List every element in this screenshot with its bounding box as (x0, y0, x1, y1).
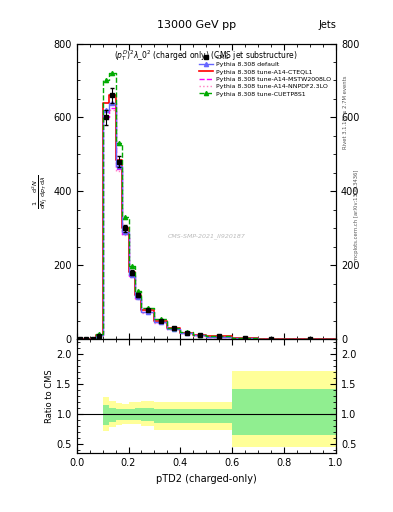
Legend: CMS, Pythia 8.308 default, Pythia 8.308 tune-A14-CTEQL1, Pythia 8.308 tune-A14-M: CMS, Pythia 8.308 default, Pythia 8.308 … (197, 53, 333, 99)
Bar (122, 410, 129, 420)
Bar (284, 371, 336, 447)
Text: CMS-SMP-2021_II920187: CMS-SMP-2021_II920187 (167, 233, 245, 239)
Bar (167, 410, 180, 423)
Bar (103, 405, 109, 425)
Bar (206, 410, 232, 423)
Text: Rivet 3.1.10, ≥ 2.7M events: Rivet 3.1.10, ≥ 2.7M events (343, 76, 348, 150)
Y-axis label: Ratio to CMS: Ratio to CMS (45, 370, 53, 423)
Bar (129, 410, 135, 420)
Bar (193, 402, 206, 431)
Bar (116, 403, 122, 425)
Bar (109, 401, 116, 428)
Bar (122, 404, 129, 424)
Bar (258, 389, 284, 435)
Bar (154, 410, 167, 423)
Bar (180, 402, 193, 431)
Bar (258, 371, 284, 447)
Text: Jets: Jets (318, 20, 336, 31)
Text: $(p_T^D)^2\lambda\_0^2$ (charged only) (CMS jet substructure): $(p_T^D)^2\lambda\_0^2$ (charged only) (… (114, 48, 298, 63)
Y-axis label: $\frac{1}{\mathrm{d}N_J}\,\frac{\mathrm{d}^2N}{\mathrm{d}p_T\,\mathrm{d}\lambda}: $\frac{1}{\mathrm{d}N_J}\,\frac{\mathrm{… (31, 174, 50, 208)
Bar (135, 408, 141, 420)
Bar (232, 389, 258, 435)
Bar (180, 410, 193, 423)
Text: 13000 GeV pp: 13000 GeV pp (157, 20, 236, 31)
Bar (141, 408, 154, 421)
Bar (135, 402, 141, 424)
Bar (103, 397, 109, 431)
Bar (109, 408, 116, 422)
Bar (141, 401, 154, 426)
Bar (193, 410, 206, 423)
X-axis label: pTD2 (charged-only): pTD2 (charged-only) (156, 474, 257, 483)
Bar (154, 402, 167, 431)
Bar (129, 402, 135, 424)
Bar (116, 410, 122, 420)
Bar (206, 402, 232, 431)
Bar (284, 389, 336, 435)
Bar (232, 371, 258, 447)
Bar (167, 402, 180, 431)
Text: mcplots.cern.ch [arXiv:1306.3436]: mcplots.cern.ch [arXiv:1306.3436] (354, 169, 359, 261)
